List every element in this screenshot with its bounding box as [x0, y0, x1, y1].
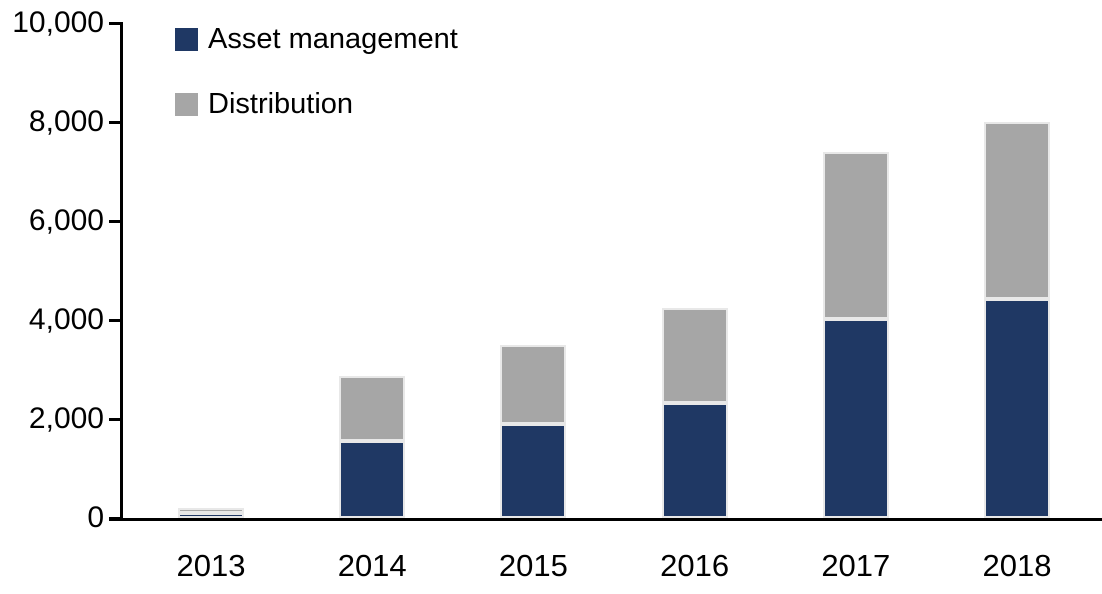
y-tick-label: 4,000: [28, 303, 104, 336]
x-tick-label-2018: 2018: [982, 548, 1052, 583]
x-tick-label-2016: 2016: [660, 548, 730, 583]
y-tick-mark: [109, 418, 122, 421]
bar-segment-asset-management-2014: [339, 441, 406, 518]
y-axis-line: [120, 22, 123, 521]
x-tick-label-2017: 2017: [821, 548, 891, 583]
bar-segment-distribution-2015: [500, 344, 567, 424]
asset-management-swatch-icon: [175, 27, 198, 51]
y-tick-label: 8,000: [28, 105, 104, 138]
y-tick-label: 2,000: [28, 402, 104, 435]
bar-segment-asset-management-2017: [822, 318, 889, 518]
bar-segment-asset-management-2013: [178, 513, 244, 518]
legend-item-asset-management: Asset management: [175, 22, 458, 55]
x-axis-line: [109, 518, 1102, 521]
legend: Asset management Distribution: [175, 22, 458, 155]
legend-item-distribution: Distribution: [175, 87, 458, 120]
bar-segment-asset-management-2018: [984, 298, 1050, 518]
legend-label-asset-management: Asset management: [208, 22, 458, 55]
y-tick-mark: [109, 121, 122, 124]
bar-segment-distribution-2018: [984, 122, 1050, 299]
y-tick-label: 6,000: [28, 204, 104, 237]
y-tick-mark: [109, 220, 122, 223]
bar-segment-asset-management-2016: [661, 403, 728, 518]
y-tick-mark: [109, 22, 122, 25]
distribution-swatch-icon: [175, 92, 198, 116]
x-tick-label-2014: 2014: [337, 548, 407, 583]
bar-segment-asset-management-2015: [500, 423, 567, 518]
y-tick-label: 0: [87, 501, 104, 534]
y-tick-mark: [109, 319, 122, 322]
bar-segment-distribution-2017: [822, 151, 889, 319]
x-tick-label-2015: 2015: [498, 548, 568, 583]
bar-segment-distribution-2014: [339, 375, 406, 442]
bar-segment-distribution-2013: [178, 508, 244, 514]
x-tick-label-2013: 2013: [176, 548, 246, 583]
bar-segment-distribution-2016: [661, 307, 728, 404]
y-tick-label: 10,000: [12, 6, 104, 39]
legend-label-distribution: Distribution: [208, 87, 354, 120]
y-tick-mark: [109, 517, 122, 520]
